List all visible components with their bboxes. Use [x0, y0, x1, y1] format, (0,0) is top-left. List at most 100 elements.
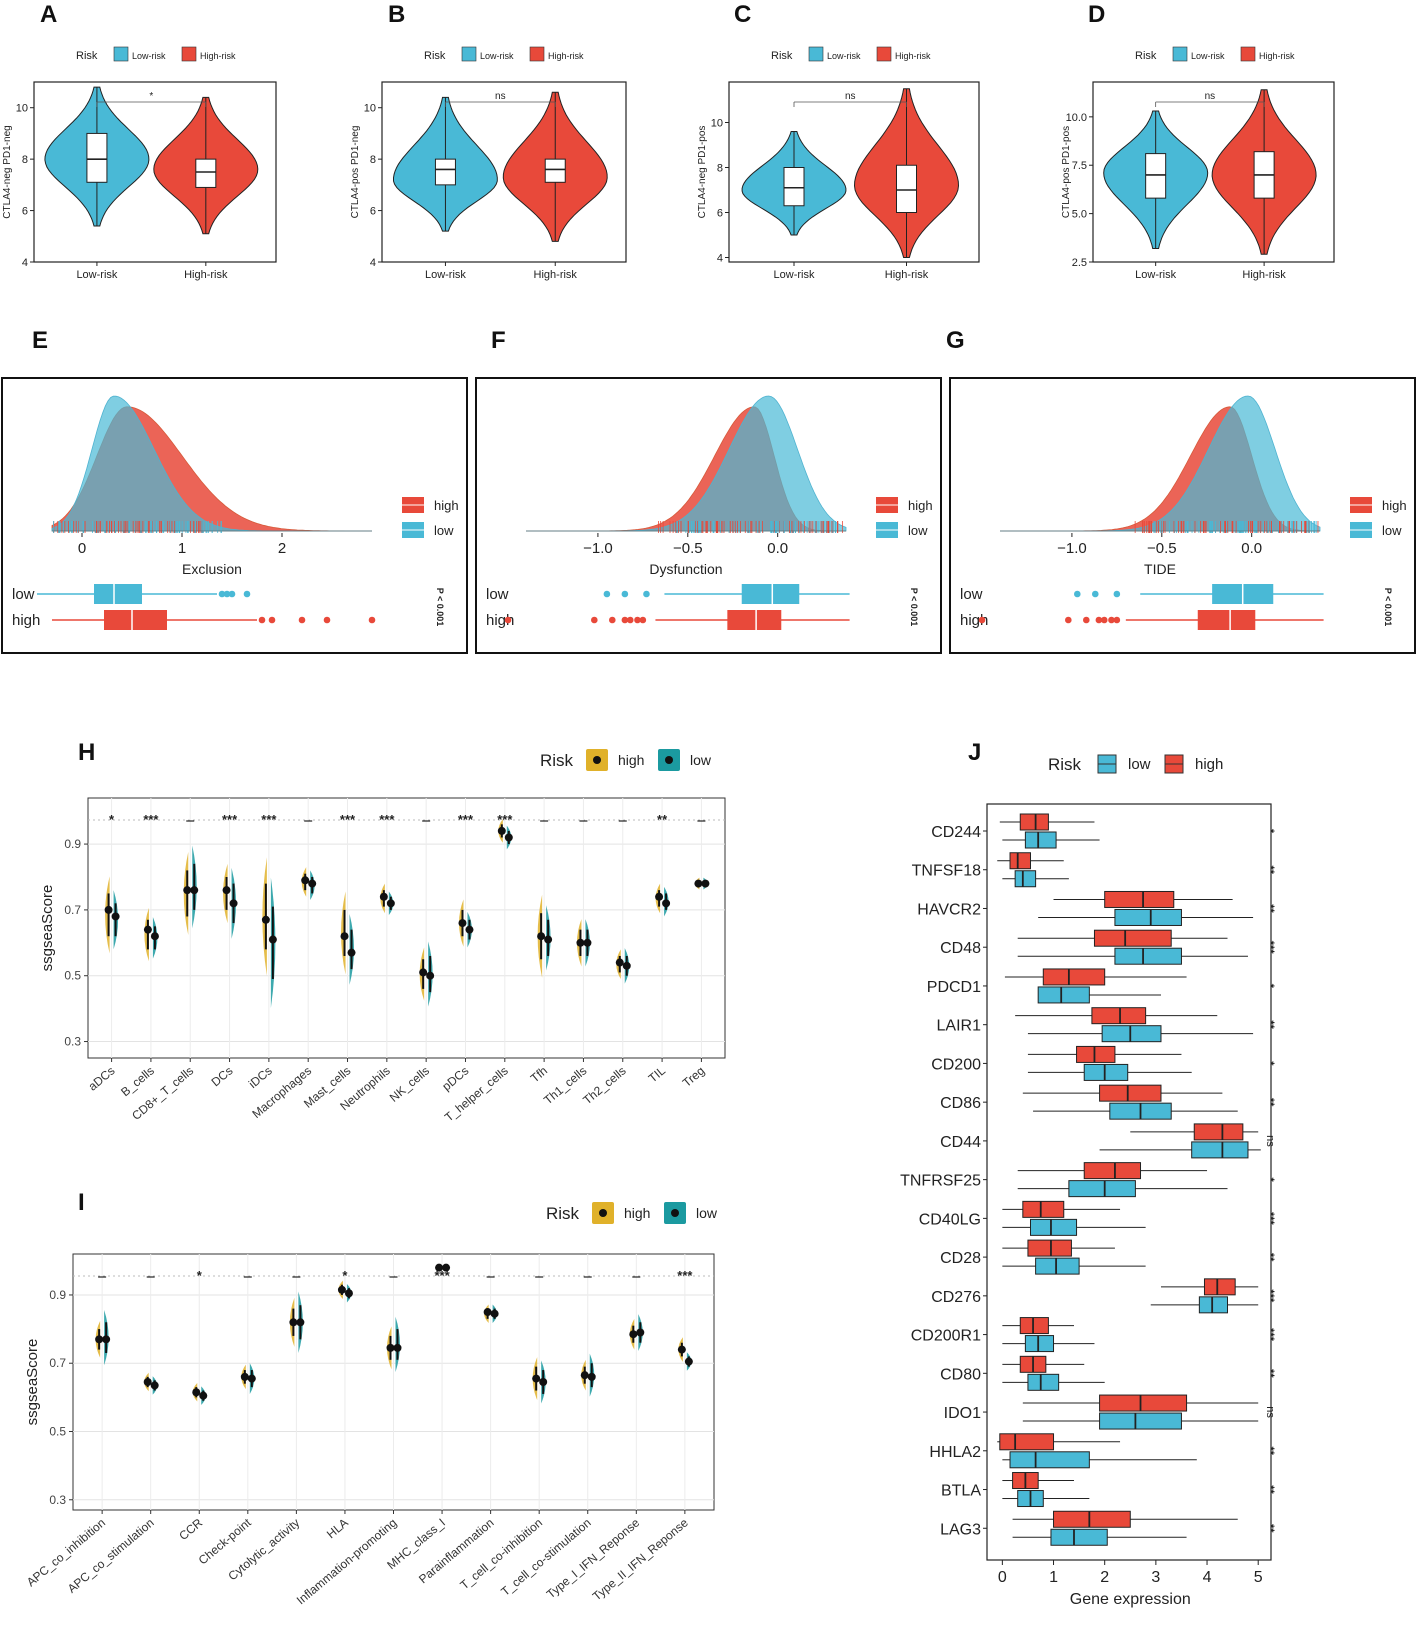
point-low: [150, 1381, 159, 1390]
legend-label-low: Low-risk: [1191, 51, 1225, 61]
sig-label: ***: [1264, 941, 1276, 955]
outlier-point: [1074, 590, 1081, 598]
legend-label-low: low: [434, 523, 454, 538]
point-low: [701, 879, 710, 888]
sig-label: ***: [677, 1268, 693, 1283]
plot-frame: [728, 81, 980, 263]
panel-letter-h: H: [78, 739, 95, 766]
panel-letter-j: J: [968, 739, 981, 766]
outlier-point: [368, 616, 376, 624]
y-axis-label: ssgseaScore: [24, 1339, 41, 1426]
point-low: [539, 1378, 548, 1386]
point-high: [576, 938, 585, 947]
y-tick-label: 8: [370, 154, 376, 166]
ssgsea-panel-i: 0.30.50.70.9ssgseaScoreAPC_co_inhibition…: [24, 1202, 718, 1607]
legend-label-low: low: [1382, 523, 1402, 538]
panel-letter-d: D: [1088, 1, 1105, 28]
sig-label: ns: [1205, 91, 1216, 102]
x-tick-label: High-risk: [534, 269, 578, 281]
box-low: [1114, 947, 1182, 965]
legend-key-low: [461, 46, 477, 62]
outlier-point: [228, 590, 236, 598]
point-low: [504, 833, 513, 842]
legend-label-high: high: [618, 752, 644, 768]
outlier-point: [1100, 616, 1108, 624]
y-tick-label: 7.5: [1072, 160, 1087, 172]
point-low: [229, 899, 238, 908]
box: [434, 158, 456, 186]
box-low: [1024, 831, 1057, 849]
box-high: [1027, 1239, 1072, 1257]
gene-label: CD200: [931, 1056, 981, 1073]
point-high: [192, 1388, 201, 1397]
sig-label: **: [1264, 1524, 1276, 1533]
outlier-point: [608, 616, 616, 624]
box: [896, 164, 917, 213]
y-tick-label: 0.7: [64, 903, 81, 917]
sig-label: **: [1264, 1485, 1276, 1494]
legend-key-high: [181, 46, 197, 62]
point-low: [347, 948, 356, 957]
y-tick-label: 10: [711, 118, 723, 130]
box-row-label-low: low: [960, 586, 983, 603]
legend-key-dot: [599, 1209, 607, 1217]
x-axis-label: Exclusion: [182, 561, 242, 577]
sig-label: ***: [379, 812, 395, 827]
gene-label: CD48: [940, 940, 981, 957]
legend-title: Risk: [424, 50, 446, 62]
point-high: [497, 826, 506, 835]
box-low: [1014, 870, 1037, 888]
sig-label: *: [1264, 829, 1276, 834]
plot-frame: [1092, 81, 1335, 263]
y-axis-label: CTLA4-neg PD1-pos: [697, 126, 708, 219]
sig-label: **: [1264, 1253, 1276, 1262]
point-high: [143, 925, 152, 934]
outlier-point: [1113, 590, 1121, 598]
point-high: [532, 1374, 541, 1383]
legend-title: Risk: [1048, 755, 1082, 774]
gene-label: HAVCR2: [917, 901, 981, 918]
box-low: [1037, 986, 1090, 1004]
outlier-point: [1091, 590, 1099, 598]
outlier-point: [504, 616, 512, 624]
y-tick-label: 10: [364, 103, 376, 115]
sig-label: ***: [1264, 1328, 1276, 1342]
outlier-point: [1095, 616, 1103, 624]
gene-label: LAIR1: [937, 1018, 982, 1035]
outlier-point: [621, 590, 629, 598]
sig-label: ***: [1264, 1212, 1276, 1226]
box: [1145, 153, 1167, 199]
y-tick-label: 0.5: [64, 969, 81, 983]
y-tick-label: 0.3: [64, 1035, 81, 1049]
x-tick-label: 1: [1049, 1569, 1058, 1586]
y-tick-label: 0.7: [49, 1356, 66, 1370]
box-high: [104, 610, 167, 630]
point-low: [308, 879, 317, 888]
box-low: [1191, 1141, 1249, 1159]
sig-label: *: [197, 1268, 203, 1283]
x-tick-label: Low-risk: [774, 269, 815, 281]
box-low: [1101, 1025, 1162, 1043]
box-high: [1022, 1200, 1065, 1218]
legend-title: Risk: [540, 751, 574, 770]
outlier-point: [639, 616, 647, 624]
point-low: [426, 971, 435, 980]
box-row-label-high: high: [12, 612, 40, 629]
point-low: [465, 925, 474, 934]
legend-label-high: high: [1195, 756, 1223, 773]
box-high: [1099, 1394, 1188, 1412]
point-low: [102, 1335, 111, 1344]
x-tick-label: High-risk: [184, 269, 228, 281]
x-axis-label: Dysfunction: [649, 561, 722, 577]
legend-label-low: Low-risk: [480, 51, 514, 61]
point-high: [677, 1345, 686, 1354]
point-low: [296, 1318, 305, 1327]
x-tick-label: Low-risk: [425, 269, 466, 281]
panel-letter-f: F: [491, 327, 506, 354]
outlier-point: [223, 590, 231, 598]
panel-letter-a: A: [40, 1, 57, 28]
box: [195, 158, 217, 188]
